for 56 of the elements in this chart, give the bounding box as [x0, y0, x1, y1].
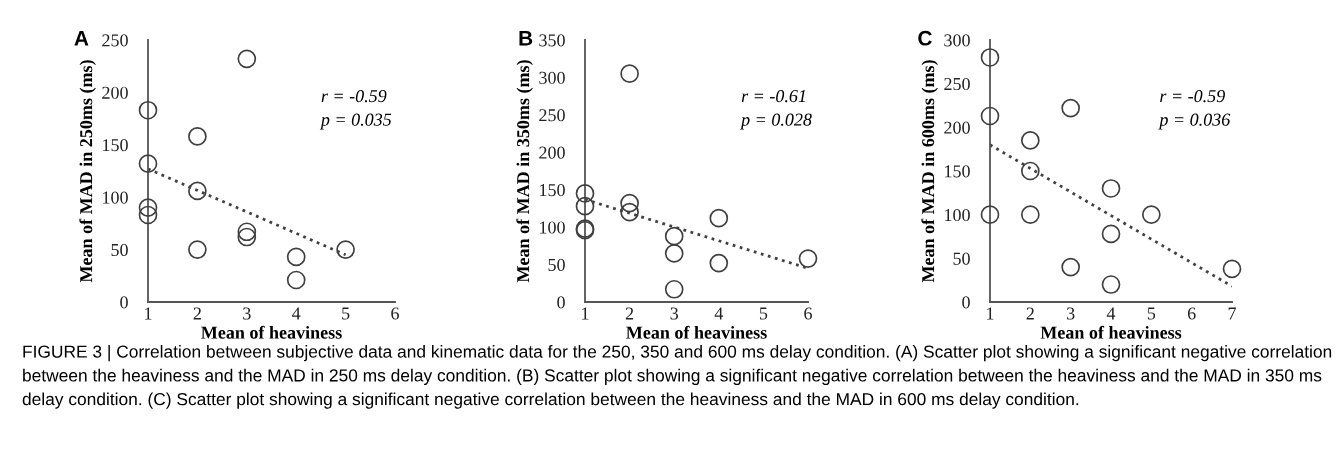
x-tick-label: 4	[714, 307, 724, 320]
annotation: r = -0.59	[321, 89, 387, 103]
x-axis-title: Mean of heaviness	[626, 325, 767, 339]
y-tick-label: 150	[103, 139, 128, 152]
x-tick-label: 4	[1106, 307, 1116, 320]
annotation: p = 0.036	[1158, 113, 1231, 130]
x-tick-label: 7	[1228, 307, 1236, 320]
x-tick-label: 1	[582, 307, 589, 320]
y-tick-label: 300	[539, 71, 565, 84]
x-tick-label: 3	[1067, 307, 1075, 320]
y-tick-label: 50	[111, 243, 128, 257]
y-tick-label: 50	[953, 252, 970, 265]
annotation: r = -0.59	[1160, 89, 1225, 103]
x-tick-label: 3	[243, 307, 251, 320]
x-tick-label: 4	[292, 307, 301, 320]
y-tick-label: 150	[540, 183, 565, 197]
y-tick-label: 50	[548, 258, 565, 272]
chart-title: B	[519, 31, 533, 46]
y-tick-label: 200	[102, 86, 128, 99]
y-axis-title: Mean of MAD in 600ms (ms)	[921, 60, 938, 283]
x-tick-label: 6	[391, 307, 399, 320]
y-tick-label: 300	[944, 34, 970, 47]
x-tick-label: 3	[670, 307, 679, 320]
y-axis-title: Mean of MAD in 250ms (ms)	[79, 60, 96, 283]
y-axis-title: Mean of MAD in 350ms (ms)	[516, 60, 533, 283]
y-tick-label: 250	[944, 77, 970, 91]
annotation: p = 0.035	[319, 113, 392, 130]
x-tick-label: 2	[193, 307, 201, 320]
x-tick-label: 6	[804, 307, 812, 320]
x-axis-title: Mean of heaviness	[1040, 325, 1182, 339]
x-tick-label: 6	[1187, 307, 1196, 320]
y-tick-label: 0	[120, 296, 128, 309]
y-tick-label: 350	[539, 34, 565, 47]
x-tick-label: 5	[1147, 307, 1156, 320]
y-tick-label: 250	[539, 109, 565, 122]
y-tick-label: 100	[945, 208, 970, 222]
y-tick-label: 0	[962, 296, 970, 309]
y-tick-label: 250	[102, 34, 128, 47]
chart-title: A	[74, 31, 89, 46]
annotation: r = -0.61	[741, 89, 806, 103]
y-tick-label: 0	[557, 296, 565, 309]
annotation: p = 0.028	[740, 113, 812, 130]
x-tick-label: 1	[987, 307, 994, 320]
y-tick-label: 100	[103, 191, 128, 204]
y-tick-label: 200	[539, 146, 565, 159]
x-tick-label: 2	[625, 307, 634, 320]
y-tick-label: 200	[944, 121, 970, 134]
caption: FIGURE 3 | Correlation between subjective data and kinematic data for the 250, 350 and 600 ms delay condition. (A) Scatter plot showing a significant negative correlation between the heaviness and the MAD in 250 ms delay condition. (B) Scatter plot showing a significant negative correlation between the heaviness and the MAD in 350 ms delay condition. (C) Scatter plot showing a significant negative correlation between the heaviness and the MAD in 600 ms delay condition.	[22, 345, 1332, 409]
x-axis-title: Mean of heaviness	[201, 325, 342, 339]
x-tick-label: 5	[342, 307, 350, 320]
x-tick-label: 1	[145, 307, 152, 320]
chart-title: C	[918, 30, 932, 46]
y-tick-label: 150	[945, 165, 970, 178]
y-tick-label: 100	[540, 221, 565, 234]
x-tick-label: 2	[1026, 307, 1034, 320]
x-tick-label: 5	[759, 307, 768, 320]
